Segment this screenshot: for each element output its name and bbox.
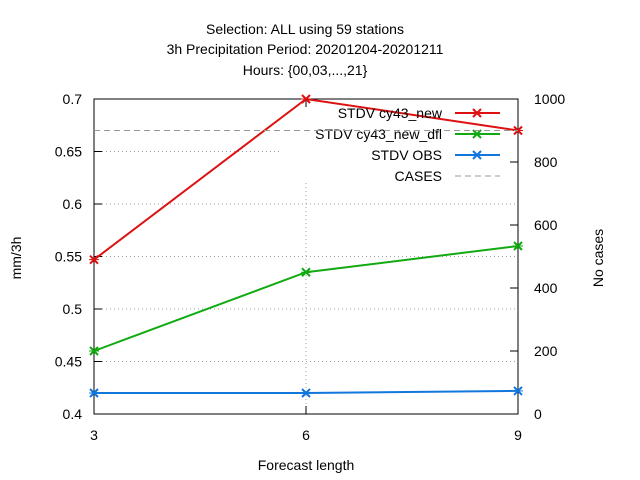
x-tick-label: 3 xyxy=(90,427,98,443)
legend-marker xyxy=(472,108,482,118)
legend-marker xyxy=(472,129,482,139)
y-tick-label: 0.45 xyxy=(55,354,82,370)
y-tick-label: 0.5 xyxy=(63,301,83,317)
y2-axis-label: No cases xyxy=(590,229,606,287)
marker-stroke xyxy=(472,129,482,139)
y-axis-label: mm/3h xyxy=(8,237,24,280)
y-tick-label: 0.4 xyxy=(63,406,83,422)
x-tick-label: 6 xyxy=(302,427,310,443)
x-axis-label: Forecast length xyxy=(258,457,355,473)
y-tick-label: 0.55 xyxy=(55,249,82,265)
marker-stroke xyxy=(472,150,482,160)
y2-tick-label: 200 xyxy=(534,343,558,359)
data-point-marker xyxy=(89,254,99,265)
y2-tick-label: 1000 xyxy=(534,91,565,107)
legend-label: STDV OBS xyxy=(371,147,442,163)
y2-tick-label: 0 xyxy=(534,406,542,422)
y2-tick-label: 800 xyxy=(534,154,558,170)
marker-stroke xyxy=(472,108,482,118)
y-tick-label: 0.7 xyxy=(63,91,83,107)
plot-area: 0.4 0.45 0.5 0.55 0.6 0.65 0.7 0 200 400 600 800 100… xyxy=(55,91,566,443)
legend-label: STDV cy43_new xyxy=(338,105,443,121)
y2-tick-label: 600 xyxy=(534,217,558,233)
y-tick-label: 0.65 xyxy=(55,144,82,160)
chart-title-line-2: 3h Precipitation Period: 20201204-202012… xyxy=(167,41,444,57)
y-tick-label: 0.6 xyxy=(63,196,83,212)
chart-title-line-1: Selection: ALL using 59 stations xyxy=(206,21,404,37)
data-point-marker xyxy=(513,241,523,251)
legend-label: STDV cy43_new_dfl xyxy=(315,126,442,142)
legend-marker xyxy=(472,150,482,160)
data-point-marker xyxy=(301,94,311,104)
y2-tick-label: 400 xyxy=(534,280,558,296)
data-point-marker xyxy=(89,388,99,398)
legend-label: CASES xyxy=(395,168,442,184)
data-point-marker xyxy=(513,386,523,396)
data-point-marker xyxy=(301,388,311,398)
x-tick-label: 9 xyxy=(514,427,522,443)
data-point-marker xyxy=(301,267,311,277)
chart-title-line-3: Hours: {00,03,...,21} xyxy=(243,62,368,78)
data-point-marker xyxy=(89,346,99,356)
